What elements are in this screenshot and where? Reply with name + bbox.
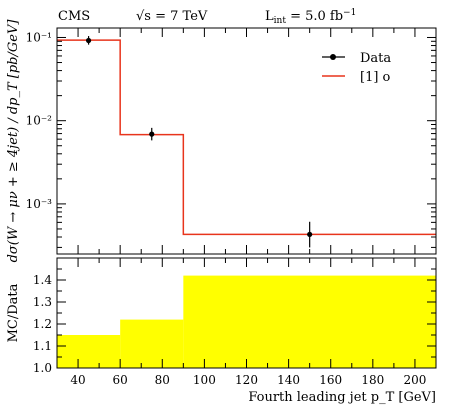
x-tick-label: 100	[193, 373, 216, 387]
main-panel: 10⁻¹ 10⁻² 10⁻³ dσ(W → μν + ≥ 4jet) / dp_T …	[6, 19, 437, 263]
x-tick-label: 60	[113, 373, 128, 387]
main-panel-frame	[56, 27, 437, 255]
ratio-y-tick-label: 1.4	[33, 273, 52, 287]
luminosity-label: Lint = 5.0 fb−1	[265, 8, 356, 26]
legend-data-marker	[322, 54, 345, 60]
x-tick-label: 40	[70, 373, 85, 387]
ratio-y-tick-label: 1.3	[33, 295, 52, 309]
ratio-y-tick-label: 1.1	[33, 339, 52, 353]
sqrt-s-value: = 7 TeV	[151, 9, 208, 24]
data-point-marker	[149, 131, 155, 137]
legend-mc-label: [1] o	[360, 70, 391, 85]
main-y-tick-label: 10⁻³	[26, 197, 53, 211]
ratio-y-tick-label: 1.0	[33, 361, 52, 375]
ratio-panel-frame	[56, 257, 437, 369]
lumi-symbol: L	[265, 9, 274, 24]
data-point-marker	[85, 37, 92, 44]
legend-data-label: Data	[360, 51, 391, 66]
ratio-band-bin-3	[183, 275, 436, 368]
experiment-label: CMS	[58, 9, 90, 24]
data-point-3	[307, 221, 313, 248]
ratio-band-bin-2	[120, 319, 184, 368]
x-tick-label: 80	[155, 373, 170, 387]
main-y-tick-label: 10⁻²	[26, 114, 53, 128]
energy-label: √s = 7 TeV	[136, 9, 208, 24]
ratio-y-tick-label: 1.2	[33, 317, 52, 331]
lumi-value: = 5.0 fb	[286, 9, 343, 24]
lumi-superscript: −1	[343, 8, 356, 18]
data-point-2	[149, 127, 155, 141]
ratio-band-bin-1	[57, 335, 121, 368]
lumi-subscript: int	[274, 16, 287, 26]
chart-header: CMS √s = 7 TeV Lint = 5.0 fb−1	[58, 8, 356, 26]
data-point-marker	[307, 231, 313, 238]
main-y-tick-label: 10⁻¹	[26, 30, 52, 44]
ratio-panel: 40 60 80 100 120 140 160 180 2001.01.11.21.31.4 …	[6, 257, 437, 405]
data-point-1	[85, 36, 92, 45]
ratio-y-axis-label: MC/Data	[6, 283, 21, 342]
x-tick-label: 120	[235, 373, 258, 387]
sqrt-s-symbol: √s	[136, 9, 151, 24]
legend: Data [1] o	[322, 51, 391, 85]
main-y-axis-label: dσ(W → μν + ≥ 4jet) / dp_T [pb/GeV]	[6, 19, 21, 263]
x-tick-label: 200	[403, 373, 426, 387]
x-tick-label: 160	[319, 373, 342, 387]
x-axis-label: Fourth leading jet p_T [GeV]	[248, 390, 436, 405]
x-tick-label: 180	[361, 373, 384, 387]
x-tick-label: 140	[277, 373, 300, 387]
